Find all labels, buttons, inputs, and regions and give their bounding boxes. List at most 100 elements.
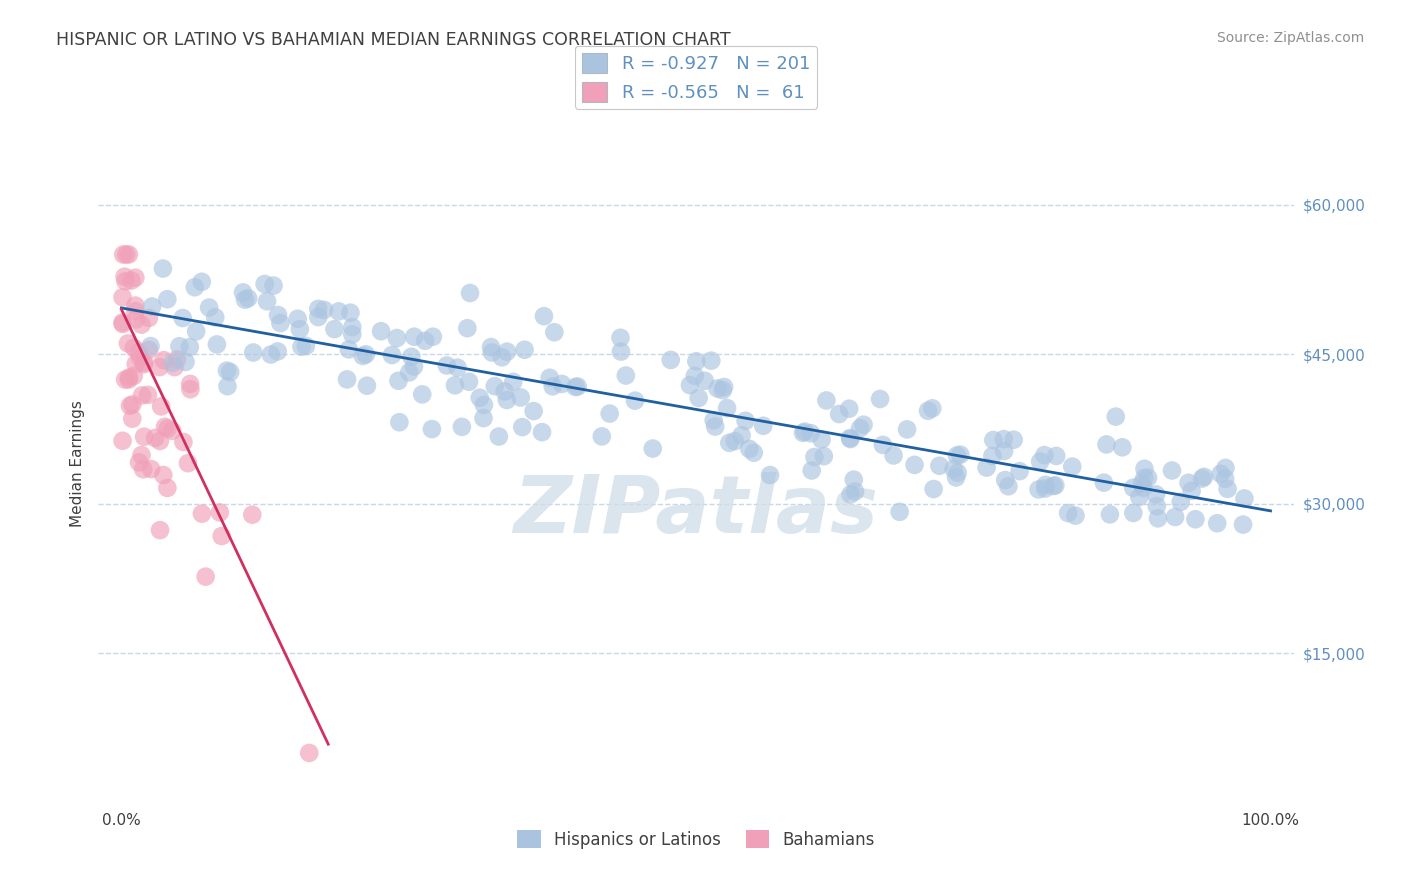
Hispanics or Latinos bbox=[1233, 491, 1256, 506]
Hispanics or Latinos bbox=[162, 356, 184, 370]
Bahamians bbox=[149, 434, 172, 448]
Hispanics or Latinos bbox=[198, 301, 221, 315]
Hispanics or Latinos bbox=[260, 347, 283, 361]
Hispanics or Latinos bbox=[1029, 454, 1052, 468]
Bahamians bbox=[111, 434, 134, 448]
Hispanics or Latinos bbox=[402, 359, 425, 374]
Hispanics or Latinos bbox=[949, 448, 972, 462]
Hispanics or Latinos bbox=[711, 383, 734, 397]
Hispanics or Latinos bbox=[186, 324, 208, 338]
Hispanics or Latinos bbox=[1062, 459, 1084, 474]
Hispanics or Latinos bbox=[1132, 481, 1154, 495]
Hispanics or Latinos bbox=[1170, 495, 1192, 509]
Bahamians bbox=[122, 341, 145, 355]
Hispanics or Latinos bbox=[730, 428, 752, 442]
Hispanics or Latinos bbox=[724, 434, 747, 449]
Hispanics or Latinos bbox=[413, 334, 436, 348]
Hispanics or Latinos bbox=[205, 337, 228, 351]
Hispanics or Latinos bbox=[1122, 481, 1144, 495]
Hispanics or Latinos bbox=[1146, 499, 1168, 513]
Hispanics or Latinos bbox=[1137, 471, 1160, 485]
Hispanics or Latinos bbox=[1191, 472, 1213, 486]
Hispanics or Latinos bbox=[184, 280, 207, 294]
Hispanics or Latinos bbox=[531, 425, 554, 439]
Bahamians bbox=[211, 529, 233, 543]
Hispanics or Latinos bbox=[610, 344, 633, 359]
Bahamians bbox=[143, 431, 166, 445]
Hispanics or Latinos bbox=[1033, 482, 1056, 496]
Hispanics or Latinos bbox=[385, 331, 408, 345]
Hispanics or Latinos bbox=[706, 382, 728, 396]
Hispanics or Latinos bbox=[1098, 508, 1121, 522]
Hispanics or Latinos bbox=[993, 444, 1015, 458]
Hispanics or Latinos bbox=[513, 343, 536, 357]
Hispanics or Latinos bbox=[567, 379, 589, 393]
Hispanics or Latinos bbox=[1045, 478, 1067, 492]
Bahamians bbox=[166, 352, 188, 367]
Hispanics or Latinos bbox=[354, 347, 377, 361]
Hispanics or Latinos bbox=[599, 407, 621, 421]
Hispanics or Latinos bbox=[287, 311, 309, 326]
Hispanics or Latinos bbox=[685, 354, 707, 368]
Hispanics or Latinos bbox=[509, 391, 531, 405]
Hispanics or Latinos bbox=[842, 473, 865, 487]
Bahamians bbox=[115, 247, 138, 261]
Hispanics or Latinos bbox=[1092, 475, 1115, 490]
Bahamians bbox=[160, 424, 183, 438]
Hispanics or Latinos bbox=[839, 487, 862, 501]
Hispanics or Latinos bbox=[172, 311, 194, 326]
Bahamians bbox=[114, 274, 136, 288]
Hispanics or Latinos bbox=[510, 420, 533, 434]
Hispanics or Latinos bbox=[683, 368, 706, 383]
Hispanics or Latinos bbox=[659, 353, 682, 368]
Hispanics or Latinos bbox=[339, 306, 361, 320]
Hispanics or Latinos bbox=[174, 355, 197, 369]
Legend: Hispanics or Latinos, Bahamians: Hispanics or Latinos, Bahamians bbox=[510, 823, 882, 855]
Hispanics or Latinos bbox=[491, 351, 513, 365]
Hispanics or Latinos bbox=[793, 425, 815, 439]
Hispanics or Latinos bbox=[1042, 479, 1064, 493]
Hispanics or Latinos bbox=[420, 422, 443, 436]
Hispanics or Latinos bbox=[342, 320, 364, 334]
Hispanics or Latinos bbox=[641, 442, 664, 456]
Hispanics or Latinos bbox=[609, 331, 631, 345]
Hispanics or Latinos bbox=[1133, 462, 1156, 476]
Hispanics or Latinos bbox=[269, 316, 291, 330]
Hispanics or Latinos bbox=[883, 449, 905, 463]
Hispanics or Latinos bbox=[370, 324, 392, 338]
Hispanics or Latinos bbox=[233, 293, 256, 307]
Bahamians bbox=[194, 569, 217, 583]
Hispanics or Latinos bbox=[922, 482, 945, 496]
Hispanics or Latinos bbox=[458, 285, 481, 300]
Hispanics or Latinos bbox=[1122, 506, 1144, 520]
Hispanics or Latinos bbox=[1232, 517, 1254, 532]
Hispanics or Latinos bbox=[896, 422, 918, 436]
Hispanics or Latinos bbox=[752, 418, 775, 433]
Hispanics or Latinos bbox=[191, 275, 214, 289]
Bahamians bbox=[124, 299, 146, 313]
Hispanics or Latinos bbox=[742, 446, 765, 460]
Hispanics or Latinos bbox=[1184, 512, 1206, 526]
Bahamians bbox=[134, 355, 156, 369]
Bahamians bbox=[240, 508, 263, 522]
Bahamians bbox=[121, 397, 143, 411]
Hispanics or Latinos bbox=[288, 322, 311, 336]
Bahamians bbox=[298, 746, 321, 760]
Y-axis label: Median Earnings: Median Earnings bbox=[69, 401, 84, 527]
Hispanics or Latinos bbox=[323, 322, 346, 336]
Hispanics or Latinos bbox=[1209, 467, 1232, 481]
Hispanics or Latinos bbox=[624, 393, 647, 408]
Hispanics or Latinos bbox=[981, 433, 1004, 447]
Hispanics or Latinos bbox=[337, 343, 360, 357]
Hispanics or Latinos bbox=[336, 372, 359, 386]
Bahamians bbox=[156, 481, 179, 495]
Hispanics or Latinos bbox=[917, 404, 939, 418]
Hispanics or Latinos bbox=[1035, 478, 1057, 492]
Hispanics or Latinos bbox=[813, 449, 835, 463]
Hispanics or Latinos bbox=[852, 417, 875, 432]
Hispanics or Latinos bbox=[704, 419, 727, 434]
Bahamians bbox=[132, 430, 155, 444]
Hispanics or Latinos bbox=[232, 285, 254, 300]
Bahamians bbox=[127, 345, 149, 359]
Bahamians bbox=[125, 357, 148, 371]
